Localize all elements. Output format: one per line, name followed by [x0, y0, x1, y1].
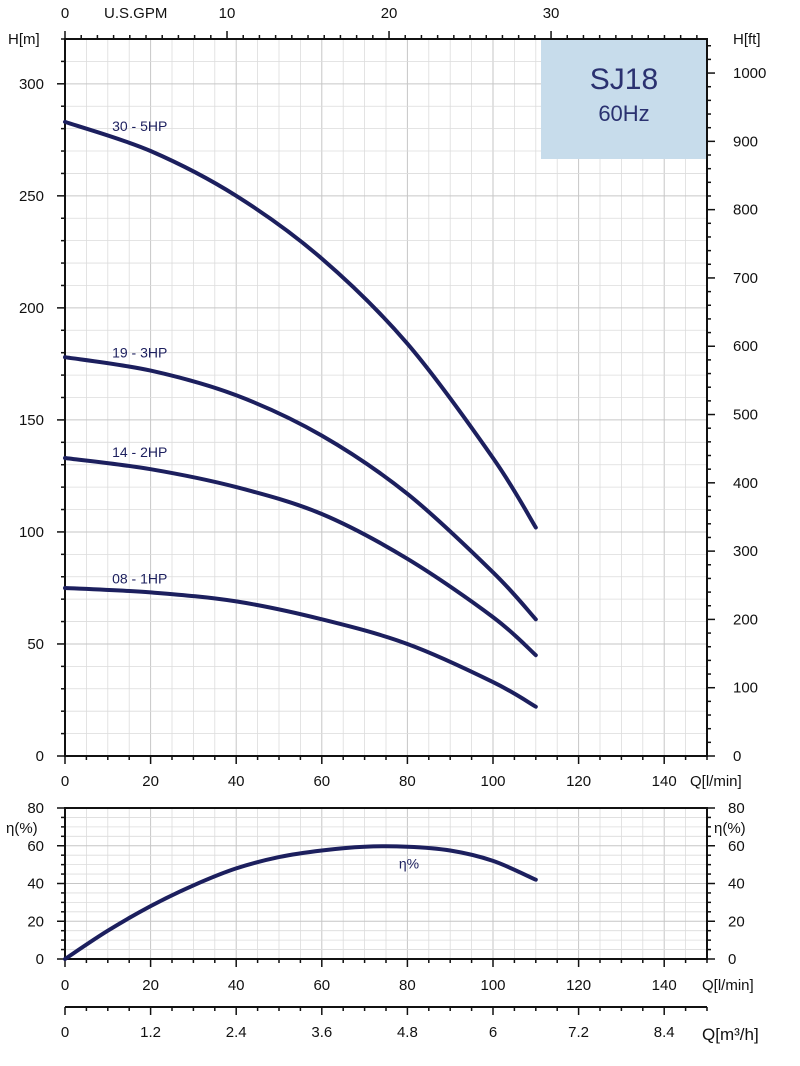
x-tick-label: 60: [313, 977, 330, 994]
y-right-tick-label: 200: [733, 611, 758, 628]
x-tick-label: 120: [566, 773, 591, 790]
y-right-tick-label: 60: [728, 838, 745, 855]
y-tick-label: 0: [36, 748, 44, 765]
y-tick-label: 20: [27, 913, 44, 930]
x-m3h-tick-label: 2.4: [226, 1024, 247, 1041]
head-curve-30-5hp: [63, 119, 538, 530]
y-right-tick-label: 400: [733, 475, 758, 492]
curve-label: 08 - 1HP: [112, 570, 167, 586]
x-tick-label: 100: [480, 977, 505, 994]
x-tick-label: 80: [399, 773, 416, 790]
x-m3h-tick-label: 7.2: [568, 1024, 589, 1041]
y-right-tick-label: 800: [733, 202, 758, 219]
y-right-tick-label: 100: [733, 680, 758, 697]
y-right-tick-label: 500: [733, 407, 758, 424]
y-tick-label: 60: [27, 838, 44, 855]
x-m3h-tick-label: 1.2: [140, 1024, 161, 1041]
x-top-tick-label: 20: [381, 5, 398, 22]
x-m3h-tick-label: 6: [489, 1024, 497, 1041]
y-axis-label-head-ft: H[ft]: [733, 31, 761, 48]
y-axis-label-head: H[m]: [8, 31, 40, 48]
y-tick-label: 100: [19, 524, 44, 541]
y-tick-label: 150: [19, 412, 44, 429]
head-curve-19-3hp: [63, 355, 538, 622]
y-axis-label-eff: η(%): [6, 820, 38, 837]
y-tick-label: 40: [27, 876, 44, 893]
tick-labels: 0501001502002503000100200300400500600700…: [19, 5, 766, 1041]
y-tick-label: 50: [27, 636, 44, 653]
y-tick-label: 200: [19, 300, 44, 317]
curve-label: 14 - 2HP: [112, 444, 167, 460]
x-tick-label: 120: [566, 977, 591, 994]
x-tick-label: 140: [652, 977, 677, 994]
curve-label: 30 - 5HP: [112, 118, 167, 134]
x-tick-label: 20: [142, 977, 159, 994]
model-title: SJ18: [590, 63, 658, 96]
y-tick-label: 80: [27, 800, 44, 817]
curve-label: η%: [399, 856, 419, 872]
performance-curves: 30 - 5HP 19 - 3HP 14 - 2HP 08 - 1HP η%: [63, 118, 538, 961]
y-right-tick-label: 600: [733, 338, 758, 355]
y-right-tick-label: 0: [728, 951, 736, 968]
x-tick-label: 40: [228, 773, 245, 790]
y-tick-label: 300: [19, 76, 44, 93]
y-tick-label: 0: [36, 951, 44, 968]
y-right-tick-label: 700: [733, 270, 758, 287]
x-tick-label: 100: [480, 773, 505, 790]
x-axis-label-m3h: Q[m³/h]: [702, 1025, 759, 1044]
x-tick-label: 40: [228, 977, 245, 994]
x-m3h-tick-label: 8.4: [654, 1024, 675, 1041]
head-curve-08-1hp: [63, 586, 538, 709]
y-right-tick-label: 20: [728, 913, 745, 930]
x-top-tick-label: 0: [61, 5, 69, 22]
x-tick-label: 140: [652, 773, 677, 790]
efficiency-panel-grid: [64, 807, 708, 960]
x-top-tick-label: 30: [543, 5, 560, 22]
x-tick-label: 60: [313, 773, 330, 790]
x-tick-label: 80: [399, 977, 416, 994]
y-tick-label: 250: [19, 188, 44, 205]
x-m3h-tick-label: 0: [61, 1024, 69, 1041]
x-axis-label-gpm: U.S.GPM: [104, 5, 167, 22]
x-axis-label-eff: Q[l/min]: [702, 977, 754, 994]
y-right-tick-label: 300: [733, 543, 758, 560]
y-right-tick-label: 1000: [733, 65, 766, 82]
y-right-tick-label: 80: [728, 800, 745, 817]
x-axis-label-head: Q[l/min]: [690, 773, 742, 790]
model-title-box: [541, 39, 707, 159]
head-curve-14-2hp: [63, 456, 538, 658]
x-tick-label: 0: [61, 977, 69, 994]
head-panel-grid: [64, 38, 708, 757]
y-right-tick-label: 0: [733, 748, 741, 765]
x-tick-label: 20: [142, 773, 159, 790]
efficiency-curve: [63, 844, 538, 961]
curve-label: 19 - 3HP: [112, 345, 167, 361]
y-right-tick-label: 40: [728, 876, 745, 893]
x-m3h-tick-label: 3.6: [311, 1024, 332, 1041]
x-top-tick-label: 10: [219, 5, 236, 22]
y-right-tick-label: 900: [733, 133, 758, 150]
chart-axes: [57, 31, 715, 1015]
x-m3h-tick-label: 4.8: [397, 1024, 418, 1041]
y-axis-label-eff-right: η(%): [714, 820, 746, 837]
x-tick-label: 0: [61, 773, 69, 790]
frequency-subtitle: 60Hz: [598, 101, 649, 126]
